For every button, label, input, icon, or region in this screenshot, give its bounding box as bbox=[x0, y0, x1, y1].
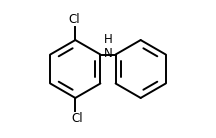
Text: Cl: Cl bbox=[69, 13, 80, 26]
Text: H: H bbox=[104, 33, 112, 46]
Text: N: N bbox=[104, 47, 112, 60]
Text: Cl: Cl bbox=[72, 112, 83, 125]
